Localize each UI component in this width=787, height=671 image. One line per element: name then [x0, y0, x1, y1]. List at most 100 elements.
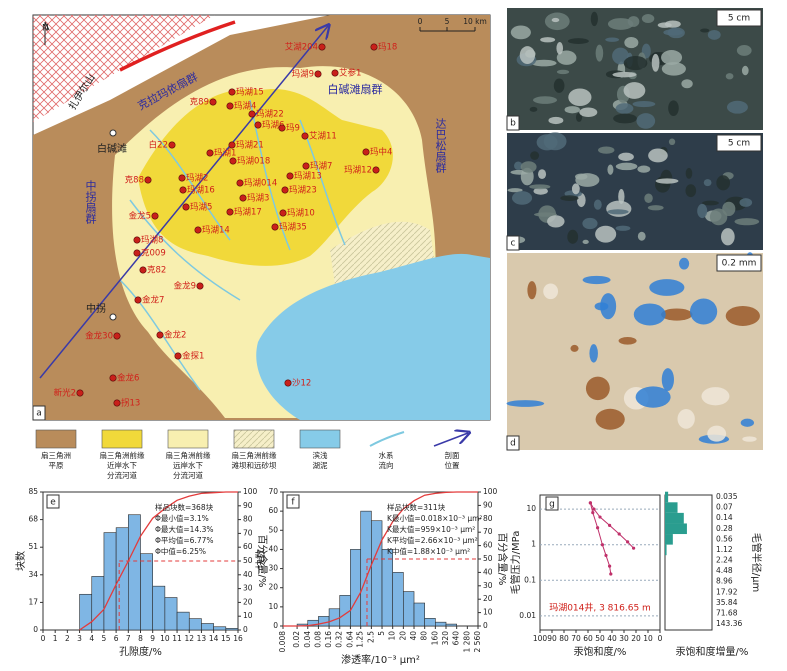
- scale-label: 0: [418, 17, 423, 26]
- x-tick-label: 3: [77, 634, 82, 643]
- y2-tick-label: 60: [243, 542, 253, 551]
- legend-label: 剖面: [445, 450, 460, 460]
- photo-grain: [527, 281, 537, 300]
- photo-grain: [547, 215, 565, 228]
- lake-mud: [256, 253, 490, 420]
- photo-grain: [548, 116, 564, 125]
- radius-label: 0.14: [716, 513, 733, 522]
- annotation: K最小值=0.018×10⁻³ μm²: [387, 513, 482, 523]
- radius-label: 2.24: [716, 556, 733, 565]
- photo-grain: [531, 59, 557, 67]
- well-dot: [133, 236, 141, 244]
- well-label: 玛湖21: [236, 141, 264, 151]
- y2-tick-label: 10: [243, 611, 253, 620]
- photo-grain: [506, 400, 545, 407]
- photo-grain: [595, 44, 604, 62]
- well-dot: [228, 88, 236, 96]
- y2-tick-label: 30: [483, 581, 493, 590]
- legend-swatch: [433, 433, 468, 447]
- photo-grain: [606, 200, 632, 217]
- photo-grain: [655, 178, 679, 184]
- town-dot: [109, 129, 117, 137]
- photo-grain: [681, 79, 693, 89]
- x-tick-label: 30: [619, 634, 629, 643]
- photo-grain: [618, 188, 625, 205]
- x-tick-label: 2: [65, 634, 70, 643]
- north-arrow: [44, 21, 50, 45]
- photo-grain: [598, 146, 615, 154]
- photo-grain: [716, 175, 731, 191]
- photo-grain: [593, 199, 602, 210]
- well-dot: [372, 166, 380, 174]
- photo-grain: [540, 37, 556, 43]
- y2-tick-label: 30: [243, 584, 253, 593]
- y-tick-label: 0: [273, 621, 278, 630]
- photo-grain: [510, 25, 531, 40]
- well-dot: [179, 186, 187, 194]
- well-dot: [331, 69, 339, 77]
- legend-label: 滩坝和远砂坝: [232, 460, 277, 470]
- well-label: 玛9: [286, 124, 300, 134]
- y-tick-label: 0: [33, 625, 38, 634]
- point: [608, 564, 612, 568]
- point: [617, 532, 621, 536]
- well-dot: [228, 141, 236, 149]
- y-tick-label: 85: [28, 487, 38, 496]
- photo-grain: [661, 62, 686, 76]
- well-label: 玛湖14: [202, 226, 230, 236]
- y-tick-label: 0.1: [524, 575, 536, 584]
- photo-grain: [641, 14, 655, 24]
- well-label: 艾湖204: [285, 43, 318, 53]
- x-tick-label: 10: [388, 631, 397, 641]
- map: N 0 5 10 km a: [32, 14, 491, 421]
- well-dot: [226, 102, 234, 110]
- photo-grain: [721, 228, 735, 246]
- bar: [103, 532, 117, 631]
- x-axis-title: 渗透率/10⁻³ μm²: [341, 653, 420, 666]
- well-label: 玛中4: [370, 147, 392, 158]
- well-dot: [139, 266, 147, 274]
- photo-grain: [543, 283, 559, 300]
- north-label: N: [42, 24, 49, 34]
- photo-grain: [612, 47, 629, 65]
- x-tick-label: 2 560: [473, 631, 482, 653]
- legend-swatch: [369, 431, 405, 447]
- x-tick-label: 14: [209, 634, 219, 643]
- panel-label: a: [36, 409, 42, 419]
- well-label: 玛湖9: [292, 70, 314, 80]
- legend-swatch: [167, 429, 209, 449]
- bar: [328, 608, 341, 627]
- photo-grain: [575, 112, 583, 122]
- photo-grain: [589, 344, 598, 363]
- photo-grain: [533, 187, 548, 195]
- panel-label: b: [510, 119, 516, 129]
- y2-tick-label: 90: [483, 500, 493, 509]
- x-tick-label: 1: [53, 634, 58, 643]
- photo-grain: [568, 88, 592, 107]
- scale-label: 5: [445, 17, 450, 26]
- y-axis-title: 块数: [14, 551, 27, 571]
- y-tick-label: 1: [531, 540, 536, 549]
- bar: [392, 572, 404, 627]
- bar: [164, 597, 178, 631]
- legend-label: 扇三角洲前缘: [166, 450, 211, 460]
- photo-grain: [567, 38, 589, 45]
- x-tick-label: 16: [233, 634, 243, 643]
- legend-label: 远岸水下: [173, 460, 203, 470]
- y2-axis-title: 百分含量/%: [256, 535, 269, 588]
- well-dot: [278, 124, 286, 132]
- x-tick-label: 5: [377, 631, 386, 636]
- photo-grain: [579, 107, 598, 117]
- photo-grain: [707, 29, 721, 40]
- well-label: 玛湖6: [262, 121, 284, 131]
- bar: [445, 623, 457, 627]
- bar: [413, 602, 425, 627]
- y-tick-label: 30: [268, 564, 278, 573]
- radius-label: 4.48: [716, 566, 733, 575]
- well-label: 玛湖1: [214, 149, 236, 159]
- photo-grain: [519, 46, 536, 65]
- well-label: 新光2: [54, 388, 76, 399]
- well-dot: [168, 141, 176, 149]
- photo-grain: [722, 201, 736, 217]
- photo-grain: [590, 11, 598, 27]
